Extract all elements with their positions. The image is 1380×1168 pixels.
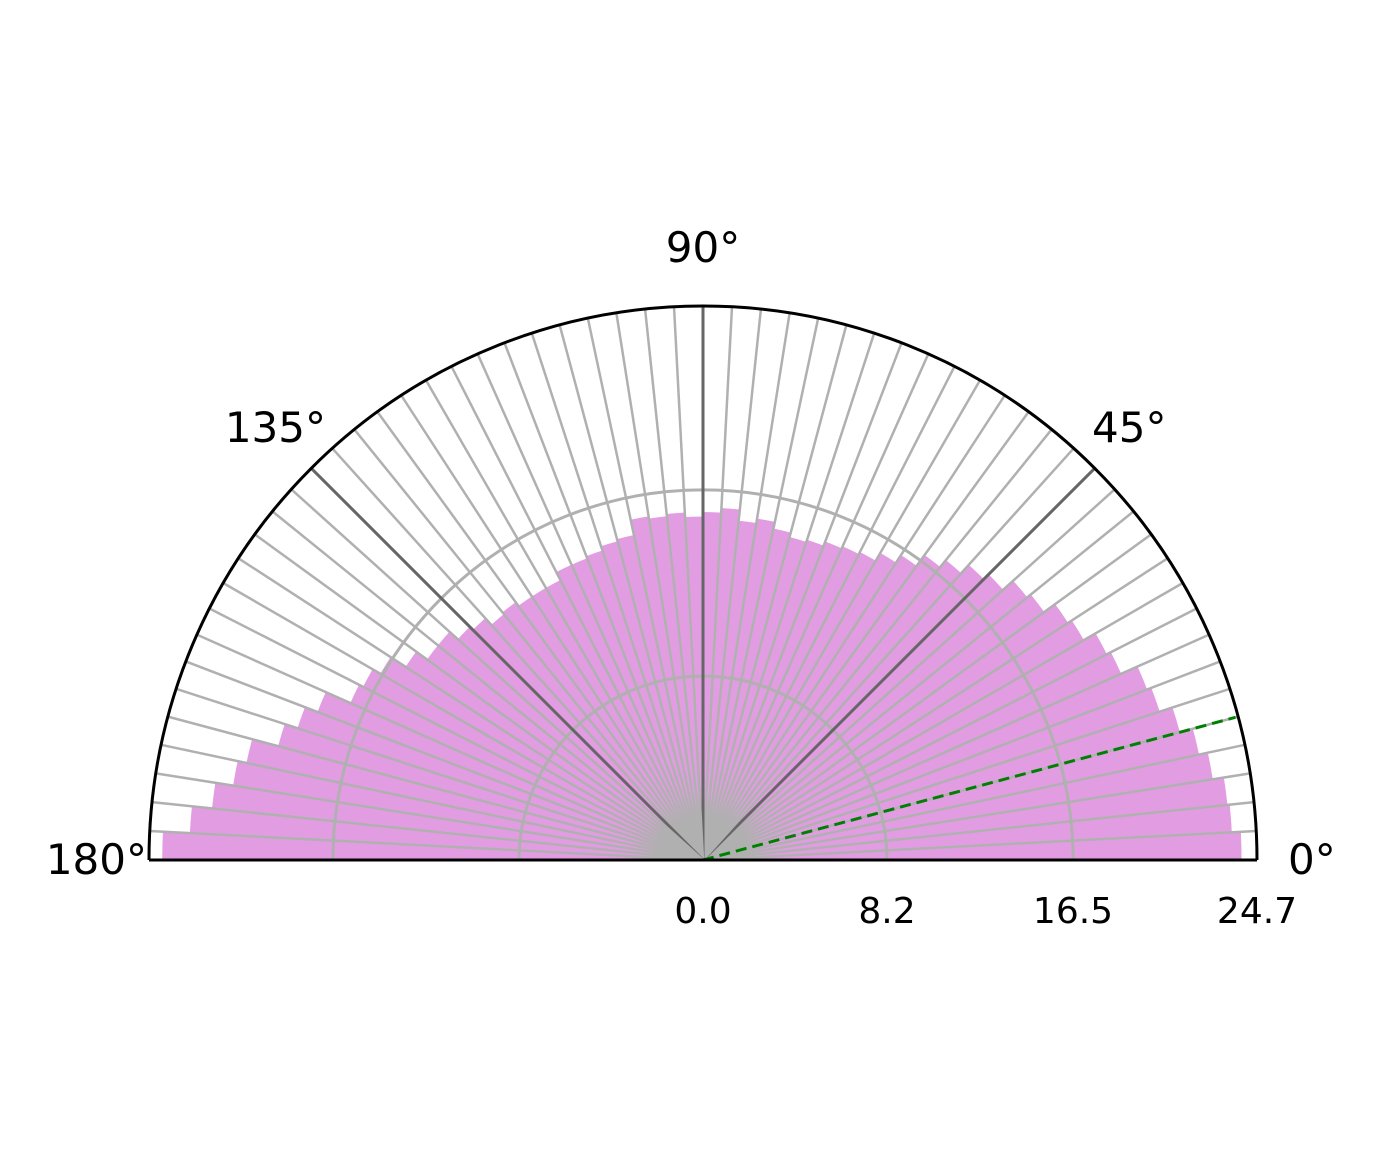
r-tick-label-0: 0.0 — [674, 891, 731, 932]
theta-tick-label-90: 90° — [666, 223, 740, 272]
theta-tick-label-180: 180° — [46, 835, 147, 884]
grid-spoke-102 — [586, 317, 705, 861]
grid-spoke-168 — [160, 743, 704, 862]
grid-spoke-159 — [185, 660, 704, 862]
grid-spoke-87 — [701, 306, 734, 861]
grid-spoke-93 — [672, 306, 705, 861]
plot-frame — [147, 304, 1259, 862]
radial-tick-labels: 0.0 8.2 16.5 24.7 — [674, 891, 1297, 932]
reference-line-layer — [702, 715, 1236, 862]
grid-spoke-39 — [702, 510, 1135, 861]
grid-spoke-120 — [424, 379, 705, 861]
grid-spoke-54 — [701, 411, 1030, 861]
grid-spoke-78 — [701, 317, 820, 861]
grid-spoke-9 — [702, 772, 1251, 862]
grid-spoke-57 — [701, 394, 1006, 861]
grid-spoke-51 — [702, 428, 1053, 861]
grid-spoke-63 — [701, 365, 956, 861]
r-tick-label-2: 16.5 — [1033, 891, 1113, 932]
grid-spoke-156 — [196, 633, 704, 862]
theta-tick-label-135: 135° — [225, 403, 326, 452]
grid-spoke-105 — [558, 324, 705, 861]
grid-spoke-75 — [701, 324, 848, 861]
grid-spoke-6 — [702, 800, 1255, 862]
grid-spoke-132 — [331, 447, 704, 861]
grid-spoke-114 — [476, 353, 705, 861]
grid-spoke-153 — [208, 607, 704, 862]
grid-spoke-141 — [271, 510, 704, 861]
grid-spoke-129 — [353, 428, 704, 861]
r-tick-label-1: 8.2 — [858, 891, 915, 932]
grid-spoke-18 — [702, 687, 1231, 862]
theta-tick-labels: 0° 45° 90° 135° 180° — [46, 223, 1336, 884]
grid-spoke-147 — [237, 557, 704, 862]
theta-tick-label-45: 45° — [1092, 403, 1166, 452]
grid-spoke-30 — [702, 581, 1184, 862]
r-tick-label-3: 24.7 — [1217, 891, 1297, 932]
grid-spoke-108 — [530, 332, 705, 861]
grid-spoke-24 — [702, 633, 1210, 862]
grid-spoke-162 — [175, 687, 704, 862]
grid-layer — [149, 306, 1257, 862]
grid-spoke-171 — [155, 772, 704, 862]
grid-spoke-177 — [149, 829, 704, 862]
grid-spoke-81 — [701, 312, 791, 861]
grid-spoke-84 — [701, 308, 763, 861]
grid-spoke-126 — [376, 411, 705, 861]
major-spoke-45 — [701, 467, 1096, 862]
grid-spoke-3 — [702, 829, 1257, 862]
grid-spoke-69 — [701, 342, 903, 861]
grid-spoke-36 — [702, 533, 1152, 862]
grid-spoke-165 — [167, 715, 704, 862]
grid-spoke-117 — [450, 365, 705, 861]
theta-tick-label-0: 0° — [1288, 835, 1336, 884]
grid-spoke-72 — [701, 332, 876, 861]
grid-spoke-150 — [222, 581, 704, 862]
grid-spoke-42 — [702, 488, 1116, 861]
grid-spoke-48 — [702, 447, 1075, 861]
grid-spoke-60 — [701, 379, 982, 861]
outer-arc — [147, 304, 1259, 861]
grid-spoke-123 — [400, 394, 705, 861]
reference-dashed-line — [702, 715, 1236, 862]
major-spoke-135 — [310, 467, 705, 862]
grid-spoke-21 — [702, 660, 1221, 862]
grid-spoke-111 — [503, 342, 705, 861]
grid-spoke-66 — [701, 353, 930, 861]
grid-spoke-96 — [643, 308, 705, 861]
grid-spoke-33 — [702, 557, 1169, 862]
grid-spoke-144 — [254, 533, 704, 862]
grid-spoke-27 — [702, 607, 1198, 862]
grid-spoke-12 — [702, 743, 1246, 862]
grid-spoke-138 — [290, 488, 704, 861]
grid-spoke-99 — [615, 312, 705, 861]
grid-spoke-174 — [151, 800, 704, 862]
